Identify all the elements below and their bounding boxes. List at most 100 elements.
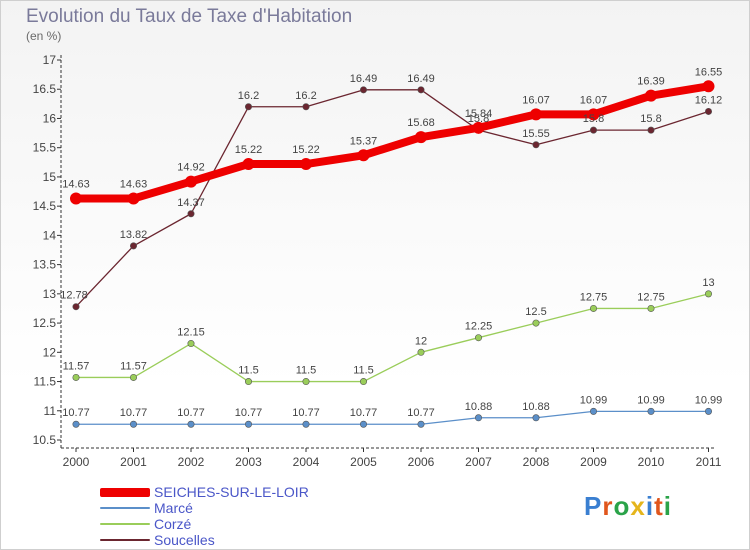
data-point	[187, 210, 195, 218]
data-label: 15.8	[468, 113, 489, 125]
data-point	[302, 103, 310, 111]
y-tick-label: 11.5	[34, 375, 57, 389]
data-label: 10.99	[637, 394, 665, 406]
data-label: 15.55	[522, 128, 550, 140]
data-label: 15.37	[350, 135, 378, 147]
chart-unit: (en %)	[26, 29, 62, 43]
y-tick-label: 10.5	[33, 433, 57, 447]
data-label: 16.2	[295, 90, 316, 102]
data-label: 13.82	[120, 229, 148, 241]
logo-letter: o	[613, 491, 631, 521]
data-point	[587, 108, 600, 121]
y-tick-label: 15	[43, 170, 57, 184]
x-tick-label: 2008	[523, 455, 550, 469]
data-label: 10.77	[120, 407, 148, 419]
data-label: 15.22	[292, 144, 320, 156]
data-point	[589, 126, 597, 134]
chart-title: Evolution du Taux de Taxe d'Habitation	[26, 6, 353, 27]
data-point	[474, 334, 482, 342]
y-tick-label: 12.5	[33, 316, 57, 330]
data-point	[130, 373, 138, 381]
data-point	[417, 348, 425, 356]
data-label: 15.8	[583, 113, 604, 125]
data-point	[130, 420, 138, 428]
data-label: 11.5	[353, 365, 374, 377]
legend-item-corze: Corzé	[100, 516, 340, 532]
data-point	[647, 126, 655, 134]
data-label: 10.77	[235, 407, 263, 419]
data-point	[302, 378, 310, 386]
series-line-2	[75, 293, 710, 383]
x-tick-label: 2010	[638, 455, 665, 469]
data-point	[185, 175, 197, 188]
data-label: 10.77	[407, 407, 435, 419]
data-point	[647, 304, 655, 312]
data-point	[589, 407, 597, 415]
data-label: 15.22	[235, 144, 263, 156]
legend-swatch-soucelles	[100, 539, 150, 541]
data-label: 12	[415, 335, 427, 347]
data-label: 16.49	[407, 73, 435, 85]
data-point	[127, 192, 140, 205]
data-label: 16.55	[695, 66, 723, 78]
y-tick-label: 14	[43, 228, 57, 242]
legend-swatch-marce	[100, 507, 150, 509]
legend-label-soucelles: Soucelles	[154, 532, 215, 548]
data-point	[300, 158, 312, 171]
x-tick-label: 2005	[350, 455, 377, 469]
data-point	[187, 420, 195, 428]
data-label: 10.77	[62, 407, 90, 419]
data-point	[704, 407, 712, 415]
y-tick-label: 17	[43, 53, 57, 67]
logo-letter: r	[602, 491, 614, 521]
data-point	[589, 304, 597, 312]
data-label: 12.75	[580, 291, 608, 303]
data-label: 10.77	[350, 407, 378, 419]
data-point	[704, 107, 712, 115]
y-tick-label: 14.5	[33, 199, 57, 213]
data-point	[359, 420, 367, 428]
proxiti-logo: Proxiti	[584, 491, 672, 522]
data-label: 16.12	[695, 94, 723, 106]
legend-swatch-corze	[100, 523, 150, 525]
x-tick-label: 2000	[63, 455, 90, 469]
data-point	[704, 290, 712, 298]
data-point	[72, 303, 80, 311]
x-tick-label: 2009	[580, 455, 607, 469]
y-tick-label: 16.5	[33, 82, 57, 96]
x-tick-label: 2003	[235, 455, 262, 469]
legend-label-marce: Marcé	[154, 500, 193, 516]
logo-letter: i	[645, 491, 655, 521]
data-label: 14.92	[177, 162, 205, 174]
y-tick-label: 11	[44, 404, 57, 418]
data-label: 12.5	[525, 306, 546, 318]
data-label: 16.2	[238, 90, 259, 102]
data-point	[417, 86, 425, 94]
data-point	[532, 414, 540, 422]
data-point	[472, 121, 485, 134]
data-point	[415, 131, 427, 144]
data-point	[245, 420, 253, 428]
data-point	[532, 319, 540, 327]
x-tick-label: 2001	[120, 455, 147, 469]
data-label: 12.75	[637, 291, 665, 303]
y-tick-label: 16	[43, 111, 57, 125]
data-label: 10.88	[465, 401, 493, 413]
data-point	[647, 407, 655, 415]
x-tick-label: 2011	[696, 455, 722, 469]
data-label: 16.07	[522, 94, 550, 106]
data-label: 16.39	[637, 76, 665, 88]
data-label: 13	[702, 277, 714, 289]
data-label: 14.63	[120, 179, 148, 191]
data-point	[702, 80, 715, 93]
data-point	[645, 89, 657, 102]
data-label: 15.84	[465, 108, 493, 120]
data-point	[530, 108, 542, 121]
y-tick-label: 12	[43, 345, 57, 359]
data-point	[417, 420, 425, 428]
data-label: 12.25	[465, 321, 493, 333]
x-tick-label: 2002	[178, 455, 205, 469]
data-point	[130, 242, 138, 250]
